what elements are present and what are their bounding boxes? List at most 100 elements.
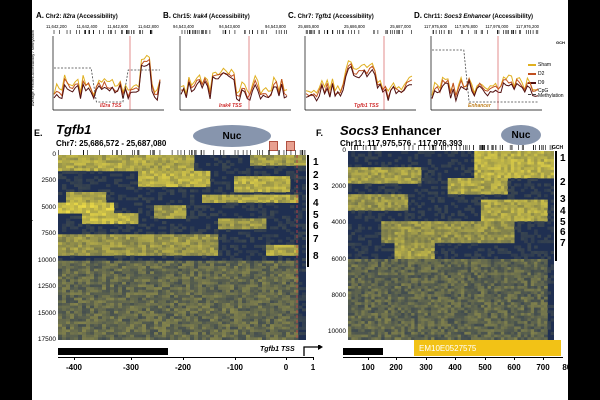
heat-cell xyxy=(266,316,271,320)
heat-cell xyxy=(351,167,356,171)
heat-cell xyxy=(142,310,147,314)
heat-cell xyxy=(500,151,505,155)
heat-cell xyxy=(194,271,199,275)
heat-cell xyxy=(114,157,119,161)
heat-cell xyxy=(254,199,259,203)
heat-cell xyxy=(158,178,163,182)
heat-cell xyxy=(70,168,75,172)
heat-cell xyxy=(98,239,103,243)
heat-cell xyxy=(254,162,259,166)
heat-cell xyxy=(62,263,67,267)
heat-cell xyxy=(444,240,449,244)
heat-cell xyxy=(210,292,215,296)
heat-cell xyxy=(514,226,518,230)
heat-cell xyxy=(234,287,239,291)
heat-cell xyxy=(278,276,283,280)
heat-cell xyxy=(282,321,287,325)
heat-cell xyxy=(348,196,352,200)
heat-cell xyxy=(90,157,95,161)
heat-cell xyxy=(437,196,442,200)
heat-cell xyxy=(254,300,259,304)
heat-cell xyxy=(82,326,87,330)
heat-cell xyxy=(170,165,175,169)
heat-cell xyxy=(94,321,99,325)
heat-cell xyxy=(467,205,472,209)
heat-cell xyxy=(70,252,75,256)
heat-cell xyxy=(242,310,247,314)
heat-cell xyxy=(411,215,415,219)
heat-cell xyxy=(527,221,532,225)
heat-cell xyxy=(154,168,159,172)
heat-cell xyxy=(467,240,472,244)
heat-cell xyxy=(242,287,247,291)
heat-cell xyxy=(371,196,375,200)
heat-cell xyxy=(444,205,449,209)
heat-cell xyxy=(290,244,295,248)
heat-cell xyxy=(467,229,472,233)
heat-cell xyxy=(102,234,107,238)
heat-cell xyxy=(270,260,275,264)
heat-cell xyxy=(86,157,91,161)
heat-cell xyxy=(451,153,455,157)
heat-cell xyxy=(490,226,495,230)
heat-cell xyxy=(66,300,71,304)
heat-cell xyxy=(158,197,163,201)
heat-cell xyxy=(357,205,362,209)
heat-cell xyxy=(294,305,299,309)
heat-cell xyxy=(194,250,199,254)
heat-cell xyxy=(246,176,251,180)
heat-cell xyxy=(517,215,522,219)
heat-cell xyxy=(290,239,295,243)
heat-cell xyxy=(102,305,107,309)
heat-cell xyxy=(298,268,303,272)
heat-cell xyxy=(86,308,91,312)
heat-cell xyxy=(460,226,465,230)
heat-cell xyxy=(206,252,211,256)
heat-cell xyxy=(110,326,115,330)
heat-cell xyxy=(222,329,227,333)
heat-cell xyxy=(447,234,452,238)
heat-cell xyxy=(504,218,508,222)
panel-e-heatmap xyxy=(58,155,306,340)
heat-cell xyxy=(150,207,155,211)
heat-cell xyxy=(166,239,171,243)
heat-cell xyxy=(266,244,271,248)
heat-cell xyxy=(106,316,111,320)
heat-cell xyxy=(214,329,219,333)
heat-cell xyxy=(122,321,127,325)
heat-cell xyxy=(290,295,295,299)
heat-cell xyxy=(290,173,295,177)
heat-cell xyxy=(78,168,83,172)
heat-cell xyxy=(290,326,295,330)
heat-cell xyxy=(514,169,518,173)
heat-cell xyxy=(550,175,554,179)
heat-cell xyxy=(407,221,412,225)
heat-cell xyxy=(146,332,151,336)
heat-cell xyxy=(484,161,488,165)
heat-cell xyxy=(258,165,263,169)
heat-cell xyxy=(302,287,306,291)
heat-cell xyxy=(70,332,75,336)
heat-cell xyxy=(198,205,203,209)
heat-cell xyxy=(414,188,419,192)
heat-cell xyxy=(487,199,492,203)
heat-cell xyxy=(138,252,143,256)
heat-cell xyxy=(254,263,259,267)
heat-cell xyxy=(497,205,502,209)
heat-cell xyxy=(78,263,83,267)
heat-cell xyxy=(150,250,155,254)
heat-cell xyxy=(480,215,485,219)
heat-cell xyxy=(170,157,175,161)
heat-cell xyxy=(258,160,263,164)
heat-cell xyxy=(198,305,203,309)
heat-cell xyxy=(514,215,518,219)
heat-cell xyxy=(234,284,239,288)
heat-cell xyxy=(190,239,195,243)
heat-cell xyxy=(214,197,219,201)
heat-cell xyxy=(138,326,143,330)
heat-cell xyxy=(222,326,227,330)
heat-cell xyxy=(138,303,143,307)
heat-cell xyxy=(230,192,235,196)
heat-cell xyxy=(206,184,211,188)
heat-cell xyxy=(537,215,542,219)
